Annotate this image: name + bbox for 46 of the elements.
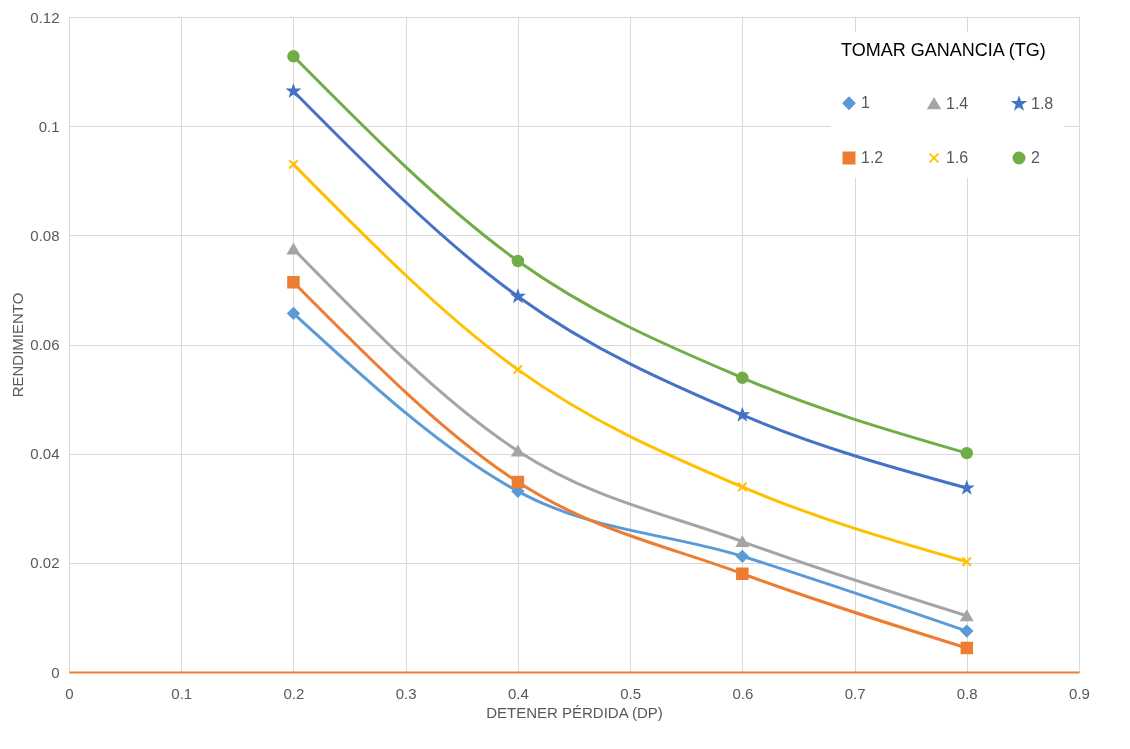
x-axis-title: DETENER PÉRDIDA (DP) xyxy=(486,703,663,721)
y-axis-title: RENDIMIENTO xyxy=(9,292,27,398)
point xyxy=(736,550,749,563)
point xyxy=(736,371,749,385)
y-tick-label: 0.08 xyxy=(30,226,60,244)
x-tick-label: 0.8 xyxy=(956,684,978,702)
y-tick-label: 0.02 xyxy=(30,554,60,572)
x-tick-label: 0.6 xyxy=(732,684,754,702)
point xyxy=(287,243,300,255)
y-tick-label: 0.1 xyxy=(38,117,60,135)
point xyxy=(960,446,974,460)
x-tick-label: 0.9 xyxy=(1069,684,1090,702)
x-tick-label: 0.2 xyxy=(283,684,305,702)
point xyxy=(288,159,299,170)
y-tick-label: 0.06 xyxy=(30,336,60,353)
point xyxy=(512,364,524,375)
legend-label: 2 xyxy=(1031,149,1040,166)
legend-label: 1.4 xyxy=(946,94,969,112)
point xyxy=(511,475,525,489)
legend-label: 1.2 xyxy=(861,149,884,166)
legend-label: 1 xyxy=(861,94,870,112)
point xyxy=(960,641,974,655)
y-tick-label: 0.04 xyxy=(30,445,60,463)
x-tick-label: 0.1 xyxy=(171,684,193,702)
legend-label: 1.8 xyxy=(1031,94,1054,112)
point xyxy=(511,254,525,268)
x-tick-label: 0.3 xyxy=(395,684,417,702)
point xyxy=(736,536,749,548)
point xyxy=(511,445,525,457)
x-tick-label: 0.7 xyxy=(844,684,866,702)
legend-label: 1.6 xyxy=(946,149,969,166)
x-tick-label: 0.5 xyxy=(620,684,642,702)
point xyxy=(737,481,748,493)
point xyxy=(960,610,974,622)
point xyxy=(961,556,972,567)
point xyxy=(287,307,300,320)
point xyxy=(287,50,300,63)
y-tick-label: 0.12 xyxy=(30,8,60,26)
point xyxy=(736,567,749,580)
point xyxy=(960,624,974,638)
legend-title: TOMAR GANANCIA (TG) xyxy=(841,40,1046,60)
point xyxy=(287,276,300,289)
y-tick-label: 0 xyxy=(51,663,60,681)
x-tick-label: 0 xyxy=(65,684,74,702)
x-tick-label: 0.4 xyxy=(507,684,529,702)
point xyxy=(736,408,749,421)
